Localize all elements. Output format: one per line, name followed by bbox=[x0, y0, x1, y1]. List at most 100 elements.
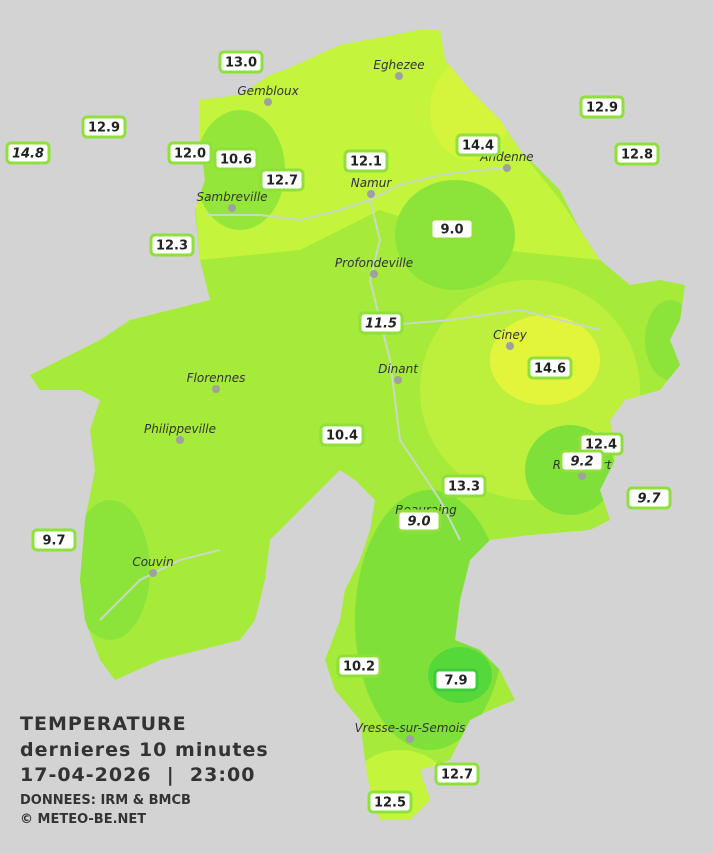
station: 12.7 bbox=[259, 168, 305, 192]
city-dot bbox=[176, 436, 184, 444]
city-label: Gembloux bbox=[237, 84, 299, 98]
station: 14.4 bbox=[455, 133, 501, 157]
station: 7.9 bbox=[433, 668, 479, 692]
station-value: 12.3 bbox=[156, 239, 188, 254]
station: 10.4 bbox=[319, 423, 365, 447]
city-label: Profondeville bbox=[335, 256, 413, 270]
cities: EghezeeGemblouxAndenneNamurSambrevillePr… bbox=[132, 58, 613, 743]
station-box bbox=[31, 528, 77, 552]
station-value: 13.0 bbox=[225, 56, 257, 71]
station-box bbox=[336, 654, 382, 678]
station-value: 12.4 bbox=[585, 438, 617, 453]
station-box bbox=[429, 217, 475, 241]
station-value: 9.2 bbox=[570, 455, 593, 470]
city-label: Florennes bbox=[187, 371, 246, 385]
station: 12.9 bbox=[579, 95, 625, 119]
station-box bbox=[213, 147, 259, 171]
city-dot bbox=[212, 385, 220, 393]
station-value: 12.8 bbox=[621, 148, 653, 163]
station-box bbox=[259, 168, 305, 192]
station-value: 10.2 bbox=[343, 660, 375, 675]
station-value: 13.3 bbox=[448, 480, 480, 495]
station-box bbox=[81, 115, 127, 139]
city-label: Vresse-sur-Semois bbox=[355, 721, 466, 735]
station-value: 11.5 bbox=[365, 317, 397, 332]
station-value: 12.1 bbox=[350, 155, 382, 170]
city-dot bbox=[228, 204, 236, 212]
station-value: 14.4 bbox=[462, 139, 494, 154]
city-label: Namur bbox=[351, 176, 393, 190]
station-box bbox=[218, 50, 264, 74]
legend-source: DONNEES: IRM & BMCB bbox=[20, 793, 191, 808]
station-value: 14.6 bbox=[534, 362, 566, 377]
station-value: 7.9 bbox=[444, 674, 467, 689]
stations: 13.0 12.9 14.8 12.0 10.6 12.7 12.1 14.4 12.9 12.8… bbox=[5, 50, 672, 814]
station: 12.1 bbox=[343, 149, 389, 173]
station: 12.7 bbox=[434, 762, 480, 786]
station-box bbox=[559, 449, 605, 473]
city-label: Couvin bbox=[132, 555, 173, 569]
station: 14.6 bbox=[527, 356, 573, 380]
city-label: Ciney bbox=[493, 328, 528, 342]
legend-title: TEMPERATURE bbox=[20, 713, 187, 735]
station: 9.0 bbox=[429, 217, 475, 241]
city-dot bbox=[506, 342, 514, 350]
station-value: 10.6 bbox=[220, 153, 252, 168]
station-box bbox=[367, 790, 413, 814]
station-value: 9.0 bbox=[440, 223, 463, 238]
station: 14.8 bbox=[5, 141, 51, 165]
station: 9.0 bbox=[396, 509, 442, 533]
station-box bbox=[433, 668, 479, 692]
station: 9.2 bbox=[559, 449, 605, 473]
station-box bbox=[614, 142, 660, 166]
station: 13.0 bbox=[218, 50, 264, 74]
station-box bbox=[358, 311, 404, 335]
city-dot bbox=[264, 98, 272, 106]
station-value: 12.7 bbox=[266, 174, 298, 189]
station-value: 12.9 bbox=[88, 121, 120, 136]
station-box bbox=[149, 233, 195, 257]
station: 10.6 bbox=[213, 147, 259, 171]
city-dot bbox=[394, 376, 402, 384]
station: 12.5 bbox=[367, 790, 413, 814]
station-box bbox=[579, 95, 625, 119]
station-box bbox=[167, 141, 213, 165]
station: 9.7 bbox=[31, 528, 77, 552]
station: 10.2 bbox=[336, 654, 382, 678]
station: 11.5 bbox=[358, 311, 404, 335]
city-dot bbox=[406, 735, 414, 743]
city-dot bbox=[395, 72, 403, 80]
station-value: 9.7 bbox=[42, 534, 65, 549]
legend-copyright: © METEO-BE.NET bbox=[20, 812, 146, 827]
station-box bbox=[455, 133, 501, 157]
rivers bbox=[99, 167, 601, 621]
station-value: 12.5 bbox=[374, 796, 406, 811]
city-dot bbox=[367, 190, 375, 198]
station-value: 9.0 bbox=[407, 515, 430, 530]
city-dot bbox=[578, 472, 586, 480]
station-value: 9.7 bbox=[637, 492, 661, 507]
city-dot bbox=[503, 164, 511, 172]
station: 12.8 bbox=[614, 142, 660, 166]
city-label: Dinant bbox=[378, 362, 419, 376]
station-box bbox=[626, 486, 672, 510]
station-value: 14.8 bbox=[12, 147, 44, 162]
city-label: Eghezee bbox=[373, 58, 424, 72]
station: 12.3 bbox=[149, 233, 195, 257]
legend-subtitle: dernieres 10 minutes bbox=[20, 739, 269, 761]
city-dot bbox=[370, 270, 378, 278]
station-box bbox=[319, 423, 365, 447]
station-value: 12.7 bbox=[441, 768, 473, 783]
station: 12.0 bbox=[167, 141, 213, 165]
city-label: Sambreville bbox=[196, 190, 267, 204]
station-value: 12.9 bbox=[586, 101, 618, 116]
station-box bbox=[343, 149, 389, 173]
station-value: 10.4 bbox=[326, 429, 358, 444]
station-box bbox=[441, 474, 487, 498]
city-dot bbox=[149, 569, 157, 577]
station-box bbox=[5, 141, 51, 165]
station: 13.3 bbox=[441, 474, 487, 498]
legend: TEMPERATURE dernieres 10 minutes 17-04-2… bbox=[20, 713, 269, 827]
station: 12.9 bbox=[81, 115, 127, 139]
